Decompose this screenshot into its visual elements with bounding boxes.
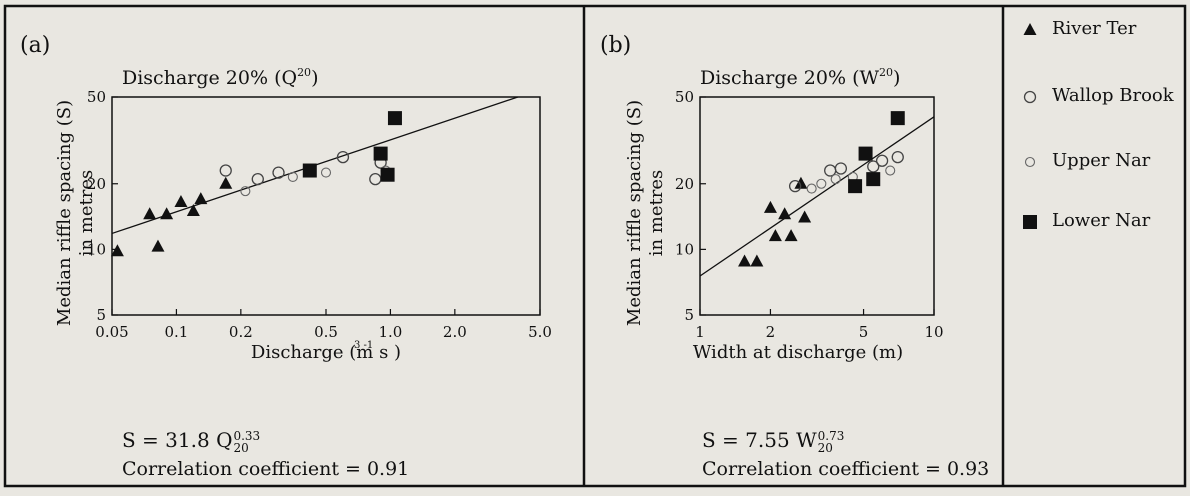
panel-b-fit-line — [699, 116, 935, 277]
panel-b-xlabel: Width at discharge (m) — [693, 342, 903, 363]
outer-border — [3, 4, 1187, 488]
panel-b-label: (b) — [600, 33, 631, 58]
data-point-river-ter — [160, 207, 174, 220]
x-tick-label: 1 — [695, 323, 705, 341]
legend-markers — [1023, 23, 1037, 229]
legend-label: Upper Nar — [1052, 150, 1151, 171]
panel-a: (a) Discharge 20% (Q20) Median riffle sp… — [20, 33, 552, 363]
legend-item-upper-nar: Upper Nar — [1052, 150, 1150, 171]
data-point-upper-nar — [287, 171, 298, 182]
data-point-lower-nar — [858, 146, 873, 161]
panel-b-axes: 1 2 5 10 5 10 20 50 — [675, 88, 944, 341]
data-point-river-ter — [143, 207, 157, 220]
data-point-wallop-brook — [834, 162, 848, 175]
panel-b-title: Discharge 20% (W20) — [700, 66, 900, 89]
data-point-upper-nar — [806, 183, 817, 194]
legend-item-river-ter: River Ter — [1052, 18, 1136, 39]
data-point-lower-nar — [387, 111, 402, 126]
y-tick-label: 10 — [87, 240, 106, 258]
panel-a-xlabel-unit-sup: 3 -1 — [354, 340, 373, 351]
panel-b-points — [738, 111, 905, 267]
data-point-river-ter — [174, 194, 188, 207]
legend-marker-upper-nar — [1024, 156, 1036, 168]
legend-marker-wallop-brook — [1023, 90, 1037, 104]
data-point-lower-nar — [866, 172, 881, 187]
y-tick-label: 5 — [684, 306, 694, 324]
panel-a-axes: 0.05 0.1 0.2 0.5 1.0 2.0 5.0 5 10 20 50 — [87, 88, 552, 341]
data-point-wallop-brook — [875, 154, 889, 167]
x-tick-label: 0.05 — [95, 323, 128, 341]
panel-a-ylabel: Median riffle spacing (S)in metres — [54, 100, 97, 326]
data-point-river-ter — [778, 207, 792, 220]
panel-a-label: (a) — [20, 33, 50, 58]
data-point-river-ter — [151, 239, 165, 252]
data-point-river-ter — [794, 176, 808, 189]
data-point-wallop-brook — [251, 172, 264, 186]
panel-b: (b) Discharge 20% (W20) Median riffle sp… — [600, 33, 944, 363]
data-point-upper-nar — [240, 186, 251, 197]
legend-item-wallop-brook: Wallop Brook — [1052, 85, 1174, 106]
legend-label: Wallop Brook — [1052, 85, 1174, 106]
data-point-river-ter — [750, 254, 764, 267]
y-tick-label: 50 — [675, 88, 694, 106]
x-tick-label: 0.2 — [229, 323, 253, 341]
data-point-upper-nar — [830, 174, 841, 185]
x-tick-label: 10 — [924, 323, 943, 341]
panel-a-correlation: Correlation coefficient = 0.91 — [122, 458, 410, 480]
data-point-upper-nar — [885, 165, 896, 176]
data-point-wallop-brook — [788, 179, 802, 193]
panel-a-points — [110, 111, 402, 257]
fit-line — [699, 116, 935, 277]
data-point-river-ter — [768, 229, 782, 242]
x-tick-label: 0.1 — [164, 323, 188, 341]
data-point-lower-nar — [302, 163, 317, 178]
data-point-river-ter — [194, 192, 208, 205]
data-point-lower-nar — [890, 111, 905, 126]
x-tick-label: 5 — [859, 323, 869, 341]
data-point-wallop-brook — [336, 150, 350, 164]
data-point-lower-nar — [848, 179, 863, 194]
panel-a-title: Discharge 20% (Q20) — [122, 66, 318, 89]
data-point-wallop-brook — [219, 164, 232, 177]
data-point-river-ter — [784, 229, 798, 242]
data-point-wallop-brook — [369, 172, 382, 186]
x-tick-label: 2 — [766, 323, 776, 341]
y-tick-label: 5 — [96, 306, 106, 324]
data-point-river-ter — [738, 254, 752, 267]
data-point-upper-nar — [320, 167, 332, 178]
data-point-wallop-brook — [891, 150, 904, 164]
data-point-river-ter — [219, 176, 233, 189]
y-tick-label: 20 — [675, 175, 694, 193]
y-tick-label: 50 — [87, 88, 106, 106]
data-point-river-ter — [186, 203, 200, 216]
panel-a-xlabel: Discharge (m s ) — [251, 342, 401, 363]
data-point-wallop-brook — [867, 160, 880, 173]
panel-a-equation: S = 31.8 Q 0.33 20 — [122, 428, 261, 455]
x-tick-label: 0.5 — [314, 323, 338, 341]
panel-b-correlation: Correlation coefficient = 0.93 — [702, 458, 990, 480]
panel-b-equation: S = 7.55 W 0.73 20 — [702, 428, 845, 455]
data-point-river-ter — [798, 210, 812, 223]
y-tick-label: 20 — [87, 175, 106, 193]
y-tick-label: 10 — [675, 240, 694, 258]
legend-marker-river-ter — [1023, 23, 1037, 35]
legend-label: Lower Nar — [1052, 210, 1151, 231]
data-point-upper-nar — [816, 178, 827, 189]
data-point-river-ter — [763, 200, 777, 213]
x-tick-label: 2.0 — [443, 323, 467, 341]
panel-b-plot-area — [699, 96, 935, 316]
data-point-lower-nar — [380, 167, 395, 182]
x-tick-label: 5.0 — [528, 323, 552, 341]
data-point-wallop-brook — [272, 166, 285, 179]
x-tick-label: 1.0 — [378, 323, 402, 341]
legend-item-lower-nar: Lower Nar — [1052, 210, 1150, 231]
data-point-lower-nar — [373, 146, 388, 161]
panel-b-ylabel: Median riffle spacing (S)in metres — [624, 100, 667, 326]
legend-label: River Ter — [1052, 18, 1137, 39]
data-point-river-ter — [110, 244, 124, 257]
legend-marker-lower-nar — [1023, 215, 1037, 229]
